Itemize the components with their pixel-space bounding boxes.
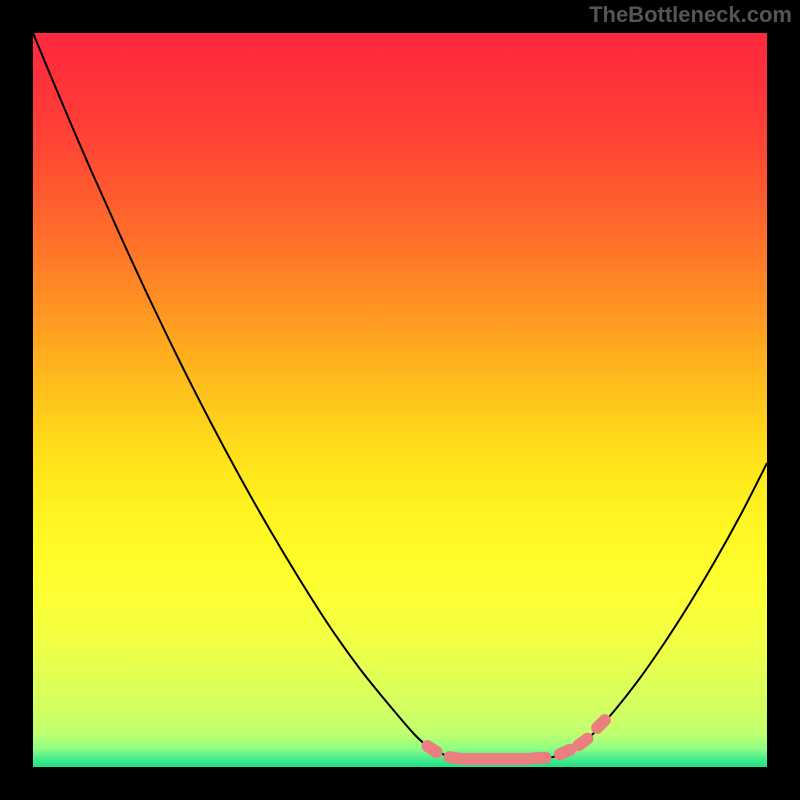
bottleneck-chart (0, 0, 800, 800)
curve-marker (529, 752, 552, 764)
plot-background (33, 33, 767, 767)
chart-container: TheBottleneck.com (0, 0, 800, 800)
watermark-text: TheBottleneck.com (589, 2, 792, 28)
